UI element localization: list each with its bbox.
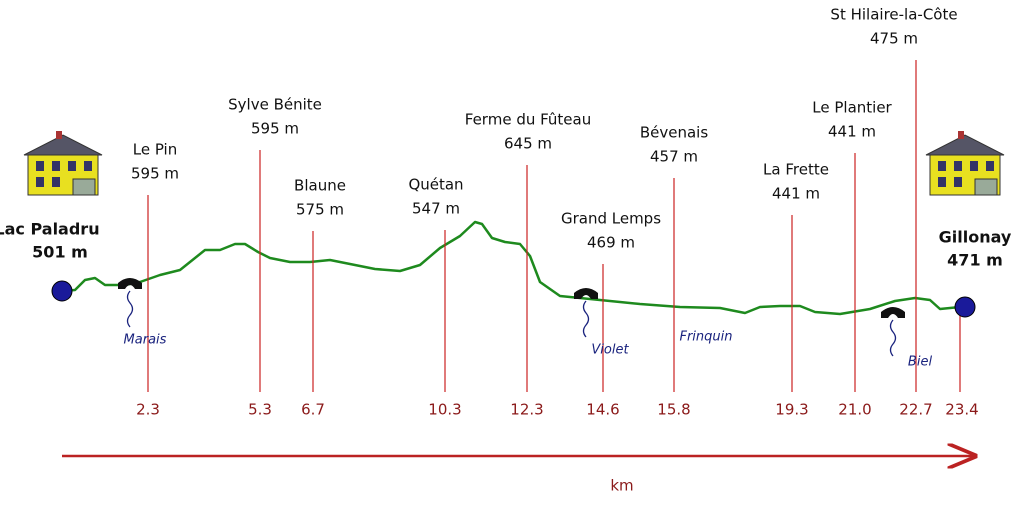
start-name: Lac Paladru xyxy=(0,220,100,239)
place-name: Blaune xyxy=(294,177,346,195)
km-label: 2.3 xyxy=(136,401,160,419)
km-label: 19.3 xyxy=(775,401,808,419)
bridge-icon xyxy=(118,278,142,289)
km-label: 10.3 xyxy=(428,401,461,419)
place-name: La Frette xyxy=(763,161,829,179)
place-name: Sylve Bénite xyxy=(228,96,322,114)
stream-name: Marais xyxy=(124,333,167,348)
km-label: 5.3 xyxy=(248,401,272,419)
bridge-icon xyxy=(881,307,905,318)
stream-name: Violet xyxy=(591,343,629,358)
km-label: 22.7 xyxy=(899,401,932,419)
km-label: 6.7 xyxy=(301,401,325,419)
km-label: 23.4 xyxy=(945,401,978,419)
place-altitude: 441 m xyxy=(828,123,876,141)
place-name: St Hilaire-la-Côte xyxy=(830,6,957,24)
place-altitude: 457 m xyxy=(650,148,698,166)
place-altitude: 469 m xyxy=(587,234,635,252)
place-name: Grand Lemps xyxy=(561,210,661,228)
stream-icon xyxy=(889,319,897,357)
place-name: Quétan xyxy=(408,176,463,194)
place-name: Le Plantier xyxy=(812,99,892,117)
place-altitude: 547 m xyxy=(412,200,460,218)
km-label: 15.8 xyxy=(657,401,690,419)
place-altitude: 645 m xyxy=(504,135,552,153)
place-name: Ferme du Fûteau xyxy=(465,111,591,129)
place-altitude: 441 m xyxy=(772,185,820,203)
place-altitude: 475 m xyxy=(870,30,918,48)
place-altitude: 595 m xyxy=(251,120,299,138)
start-point xyxy=(51,280,73,302)
end-altitude: 471 m xyxy=(947,251,1003,270)
place-name: Le Pin xyxy=(133,141,177,159)
bridge-icon xyxy=(574,288,598,299)
axis-label: km xyxy=(610,477,633,495)
km-label: 14.6 xyxy=(586,401,619,419)
stream-icon xyxy=(126,290,134,328)
profile-line xyxy=(61,220,961,316)
place-altitude: 575 m xyxy=(296,201,344,219)
km-label: 21.0 xyxy=(838,401,871,419)
stream-name: Biel xyxy=(908,355,933,370)
end-name: Gillonay xyxy=(939,228,1012,247)
house-icon xyxy=(925,130,1005,196)
place-name: Bévenais xyxy=(640,124,708,142)
place-altitude: 595 m xyxy=(131,165,179,183)
start-altitude: 501 m xyxy=(32,243,88,262)
house-icon xyxy=(23,130,103,196)
km-label: 12.3 xyxy=(510,401,543,419)
end-point xyxy=(954,296,976,318)
stream-icon xyxy=(582,300,590,338)
stream-name: Frinquin xyxy=(679,330,732,345)
